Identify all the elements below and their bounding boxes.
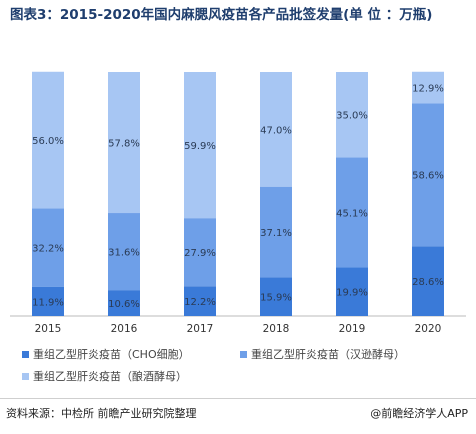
bar-segment-2015-0 (32, 286, 64, 316)
data-label-2019-0: 19.9% (336, 288, 368, 299)
chart-title: 图表3：2015-2020年国内麻腮风疫苗各产品批签发量(单 位 ：万瓶) (10, 7, 433, 23)
bar-segment-2016-2 (108, 72, 140, 214)
bar-segment-2015-1 (32, 208, 64, 287)
bar-segment-2018-0 (260, 277, 292, 316)
x-tick-label-2020: 2020 (415, 323, 442, 335)
bar-segment-2019-0 (336, 267, 368, 316)
legend-item-cho: 重组乙型肝炎疫苗（CHO细胞） (22, 346, 190, 362)
bar-segment-2017-1 (184, 218, 216, 287)
bar-segment-2016-0 (108, 290, 140, 316)
legend-swatch-cho (22, 350, 29, 358)
bar-segment-2019-2 (336, 72, 368, 158)
stacked-bar-chart: 11.9% 32.2% 56.0% 2015 10.6% 31.6% 57.8% 2016 12… (10, 71, 466, 335)
x-tick-label-2016: 2016 (111, 323, 138, 335)
x-tick-label-2019: 2019 (339, 323, 366, 335)
legend-label-cho: 重组乙型肝炎疫苗（CHO细胞） (33, 348, 190, 361)
data-label-2020-0: 28.6% (412, 277, 444, 288)
data-label-2015-1: 32.2% (32, 244, 64, 255)
data-label-2017-2: 59.9% (184, 141, 216, 152)
data-label-2017-0: 12.2% (184, 297, 216, 308)
legend-swatch-hansenula (240, 350, 247, 358)
x-tick-label-2018: 2018 (263, 323, 290, 335)
data-label-2018-2: 47.0% (260, 125, 292, 136)
bar-segment-2017-2 (184, 72, 216, 219)
data-label-2020-2: 12.9% (412, 83, 444, 94)
data-label-2018-1: 37.1% (260, 228, 292, 239)
legend-label-hansenula: 重组乙型肝炎疫苗（汉逊酵母） (251, 348, 405, 361)
data-label-2018-0: 15.9% (260, 293, 292, 304)
legend-swatch-saccharomyces (22, 372, 29, 380)
bar-segment-2017-0 (184, 286, 216, 316)
brand-text: @前瞻经济学人APP (370, 407, 468, 420)
bar-segment-2018-1 (260, 186, 292, 278)
x-tick-label-2015: 2015 (35, 323, 62, 335)
footer-divider (0, 398, 476, 399)
data-label-2019-1: 45.1% (336, 208, 368, 219)
bar-segment-2016-1 (108, 213, 140, 291)
data-label-2015-2: 56.0% (32, 136, 64, 147)
bar-segment-2020-0 (412, 246, 444, 316)
bar-segment-2020-2 (412, 71, 444, 104)
data-label-2016-1: 31.6% (108, 248, 140, 259)
legend-label-saccharomyces: 重组乙型肝炎疫苗（酿酒酵母） (33, 370, 187, 383)
source-text: 资料来源：中检所 前瞻产业研究院整理 (6, 407, 197, 420)
legend-item-saccharomyces: 重组乙型肝炎疫苗（酿酒酵母） (22, 368, 187, 384)
data-label-2020-1: 58.6% (412, 171, 444, 182)
bar-segment-2018-2 (260, 72, 292, 187)
data-label-2016-0: 10.6% (108, 299, 140, 310)
legend-item-hansenula: 重组乙型肝炎疫苗（汉逊酵母） (240, 346, 405, 362)
bar-segment-2019-1 (336, 157, 368, 268)
data-label-2015-0: 11.9% (32, 297, 64, 308)
data-label-2019-2: 35.0% (336, 111, 368, 122)
bar-segment-2020-1 (412, 103, 444, 247)
x-tick-label-2017: 2017 (187, 323, 214, 335)
data-label-2017-1: 27.9% (184, 248, 216, 259)
bar-segment-2015-2 (32, 71, 64, 209)
data-label-2016-2: 57.8% (108, 139, 140, 150)
